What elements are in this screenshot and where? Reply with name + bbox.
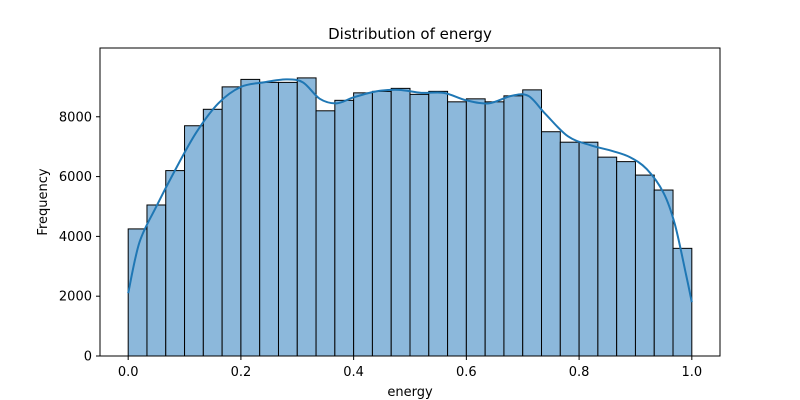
histogram-bar xyxy=(653,189,674,357)
histogram-bar xyxy=(146,204,167,357)
histogram-bar xyxy=(296,77,317,357)
histogram-bar xyxy=(184,125,204,357)
x-tick-label: 1.0 xyxy=(681,365,702,380)
x-tick-label: 0.2 xyxy=(231,365,252,380)
x-tick-label: 0.8 xyxy=(569,365,590,380)
plot-frame xyxy=(99,47,721,357)
histogram-bar xyxy=(484,101,505,357)
histogram-bar xyxy=(390,87,411,357)
kde-group xyxy=(127,78,693,303)
bars-group xyxy=(127,77,693,357)
y-tick-label: 6000 xyxy=(59,170,92,185)
y-tick-label: 8000 xyxy=(59,110,92,125)
histogram-bar xyxy=(371,90,392,357)
y-tick-label: 4000 xyxy=(59,230,92,245)
histogram-bar xyxy=(240,78,261,357)
histogram-bar xyxy=(315,110,336,357)
x-axis-label: energy xyxy=(387,385,433,400)
histogram-bar xyxy=(597,156,618,357)
histogram-bar xyxy=(672,247,693,357)
axes-group: 0.0 0.2 0.4 0.6 0.8 1.0 0 2000 4000 6000 8000 xyxy=(59,47,721,380)
histogram-bar xyxy=(447,101,467,357)
histogram-bar xyxy=(522,89,543,357)
histogram-bar xyxy=(353,92,373,357)
y-tick-label: 2000 xyxy=(59,290,92,305)
histogram-bar xyxy=(221,86,242,357)
histogram-bar xyxy=(503,95,524,357)
y-axis-label: Frequency xyxy=(36,168,51,235)
histogram-bar xyxy=(616,161,636,357)
histogram-bar xyxy=(559,141,580,357)
histogram-bar xyxy=(277,81,298,357)
chart-title: Distribution of energy xyxy=(328,25,492,43)
histogram-bar xyxy=(202,108,223,357)
x-tick-label: 0.6 xyxy=(456,365,477,380)
histogram-bar xyxy=(409,93,430,357)
x-tick-label: 0.0 xyxy=(118,365,139,380)
histogram-bar xyxy=(578,141,599,357)
histogram-bar xyxy=(428,90,449,357)
histogram-bar xyxy=(465,98,486,357)
kde-line xyxy=(127,78,693,303)
histogram-bar xyxy=(165,170,186,357)
histogram-bar xyxy=(634,174,655,357)
x-tick-label: 0.4 xyxy=(343,365,364,380)
histogram-bar xyxy=(334,99,355,357)
y-tick-label: 0 xyxy=(84,350,92,365)
histogram-bar xyxy=(541,131,561,357)
histogram-bar xyxy=(259,81,279,357)
